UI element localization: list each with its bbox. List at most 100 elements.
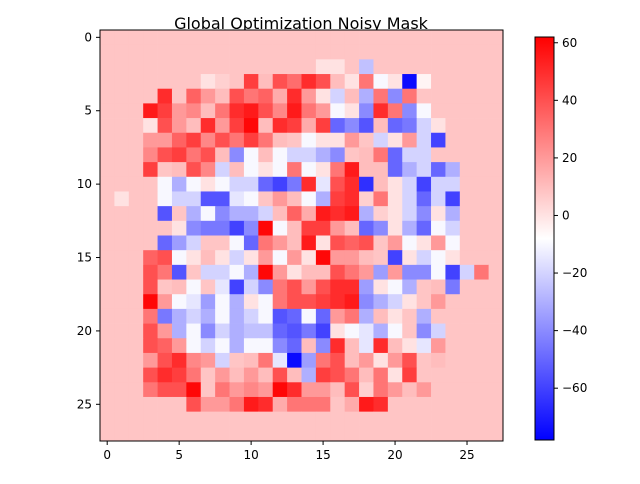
heatmap-cell	[431, 88, 446, 104]
heatmap-cell	[229, 426, 245, 442]
heatmap-cell	[431, 44, 446, 60]
heatmap-cell	[416, 323, 432, 339]
heatmap-cell	[100, 396, 115, 413]
heatmap-cell	[287, 294, 302, 310]
heatmap-cell	[215, 162, 230, 178]
heatmap-cell	[301, 235, 317, 251]
heatmap-cell	[143, 220, 158, 236]
heatmap-cell	[229, 74, 245, 90]
heatmap-cell	[373, 220, 389, 236]
heatmap-cell	[359, 74, 374, 90]
heatmap-cell	[474, 206, 489, 222]
heatmap-cell	[330, 279, 346, 295]
heatmap-cell	[128, 74, 144, 90]
heatmap-cell	[258, 396, 274, 413]
heatmap-cell	[186, 264, 202, 280]
heatmap-cell	[157, 132, 173, 148]
heatmap-cell	[114, 147, 130, 163]
heatmap-cell	[315, 279, 331, 295]
heatmap-cell	[186, 323, 202, 339]
heatmap-cell	[301, 30, 317, 46]
heatmap-cell	[315, 44, 331, 60]
heatmap-cell	[114, 323, 130, 339]
heatmap-cell	[387, 118, 403, 134]
heatmap-cell	[128, 382, 144, 398]
heatmap-cell	[416, 235, 432, 251]
heatmap-cell	[402, 235, 418, 251]
heatmap-cell	[431, 264, 446, 280]
heatmap-cell	[301, 191, 317, 207]
heatmap-cell	[272, 44, 288, 60]
heatmap-cell	[474, 88, 489, 104]
heatmap-cell	[171, 352, 187, 369]
heatmap-cell	[402, 132, 418, 148]
heatmap-cell	[171, 396, 187, 413]
heatmap-cell	[474, 294, 489, 310]
heatmap-cell	[186, 147, 202, 163]
heatmap-cell	[459, 352, 475, 369]
heatmap-cell	[171, 338, 187, 354]
heatmap-cell	[459, 411, 475, 427]
heatmap-cell	[287, 59, 302, 75]
heatmap-cell	[272, 162, 288, 178]
heatmap-cell	[287, 88, 302, 104]
chart-title: Global Optimization Noisy Mask	[174, 14, 429, 33]
heatmap-cell	[100, 367, 115, 383]
heatmap-cell	[287, 191, 302, 207]
heatmap-cell	[157, 323, 173, 339]
heatmap-cell	[243, 206, 259, 222]
heatmap-cell	[387, 426, 403, 442]
heatmap-cell	[171, 250, 187, 266]
heatmap-cell	[143, 338, 158, 354]
heatmap-cell	[488, 176, 504, 192]
heatmap-cell	[272, 308, 288, 324]
heatmap-cell	[431, 118, 446, 134]
colorbar-tick-label: 40	[562, 93, 577, 107]
heatmap-cell	[128, 323, 144, 339]
heatmap-cell	[171, 30, 187, 46]
heatmap-cell	[287, 176, 302, 192]
heatmap-cell	[387, 44, 403, 60]
heatmap-cell	[215, 411, 230, 427]
heatmap-cell	[373, 411, 389, 427]
heatmap-cell	[128, 426, 144, 442]
heatmap-cell	[128, 30, 144, 46]
heatmap-cell	[416, 279, 432, 295]
heatmap-cell	[344, 206, 360, 222]
heatmap-cell	[186, 132, 202, 148]
heatmap-cell	[431, 132, 446, 148]
heatmap-cell	[416, 264, 432, 280]
heatmap-cell	[459, 308, 475, 324]
x-tick-label: 5	[175, 448, 183, 462]
heatmap-cell	[445, 235, 461, 251]
heatmap-cell	[171, 426, 187, 442]
heatmap-cell	[488, 235, 504, 251]
heatmap-cell	[171, 147, 187, 163]
heatmap-cell	[186, 206, 202, 222]
heatmap-cell	[301, 294, 317, 310]
heatmap-cell	[359, 382, 374, 398]
heatmap-cell	[330, 147, 346, 163]
heatmap-cell	[229, 59, 245, 75]
heatmap-cell	[445, 264, 461, 280]
heatmap-cell	[445, 74, 461, 90]
heatmap-cell	[387, 235, 403, 251]
heatmap-cell	[287, 206, 302, 222]
heatmap-cell	[243, 118, 259, 134]
heatmap-cell	[258, 367, 274, 383]
heatmap-cell	[200, 88, 216, 104]
heatmap-cell	[330, 426, 346, 442]
heatmap-cell	[157, 426, 173, 442]
heatmap-cell	[344, 294, 360, 310]
heatmap-cell	[287, 426, 302, 442]
heatmap-cell	[243, 338, 259, 354]
heatmap-cell	[373, 44, 389, 60]
heatmap-cell	[287, 264, 302, 280]
heatmap-cell	[157, 176, 173, 192]
heatmap-cell	[488, 220, 504, 236]
heatmap-cell	[330, 411, 346, 427]
heatmap-cell	[128, 279, 144, 295]
heatmap-cell	[402, 103, 418, 119]
heatmap-cell	[157, 411, 173, 427]
heatmap-cell	[258, 323, 274, 339]
